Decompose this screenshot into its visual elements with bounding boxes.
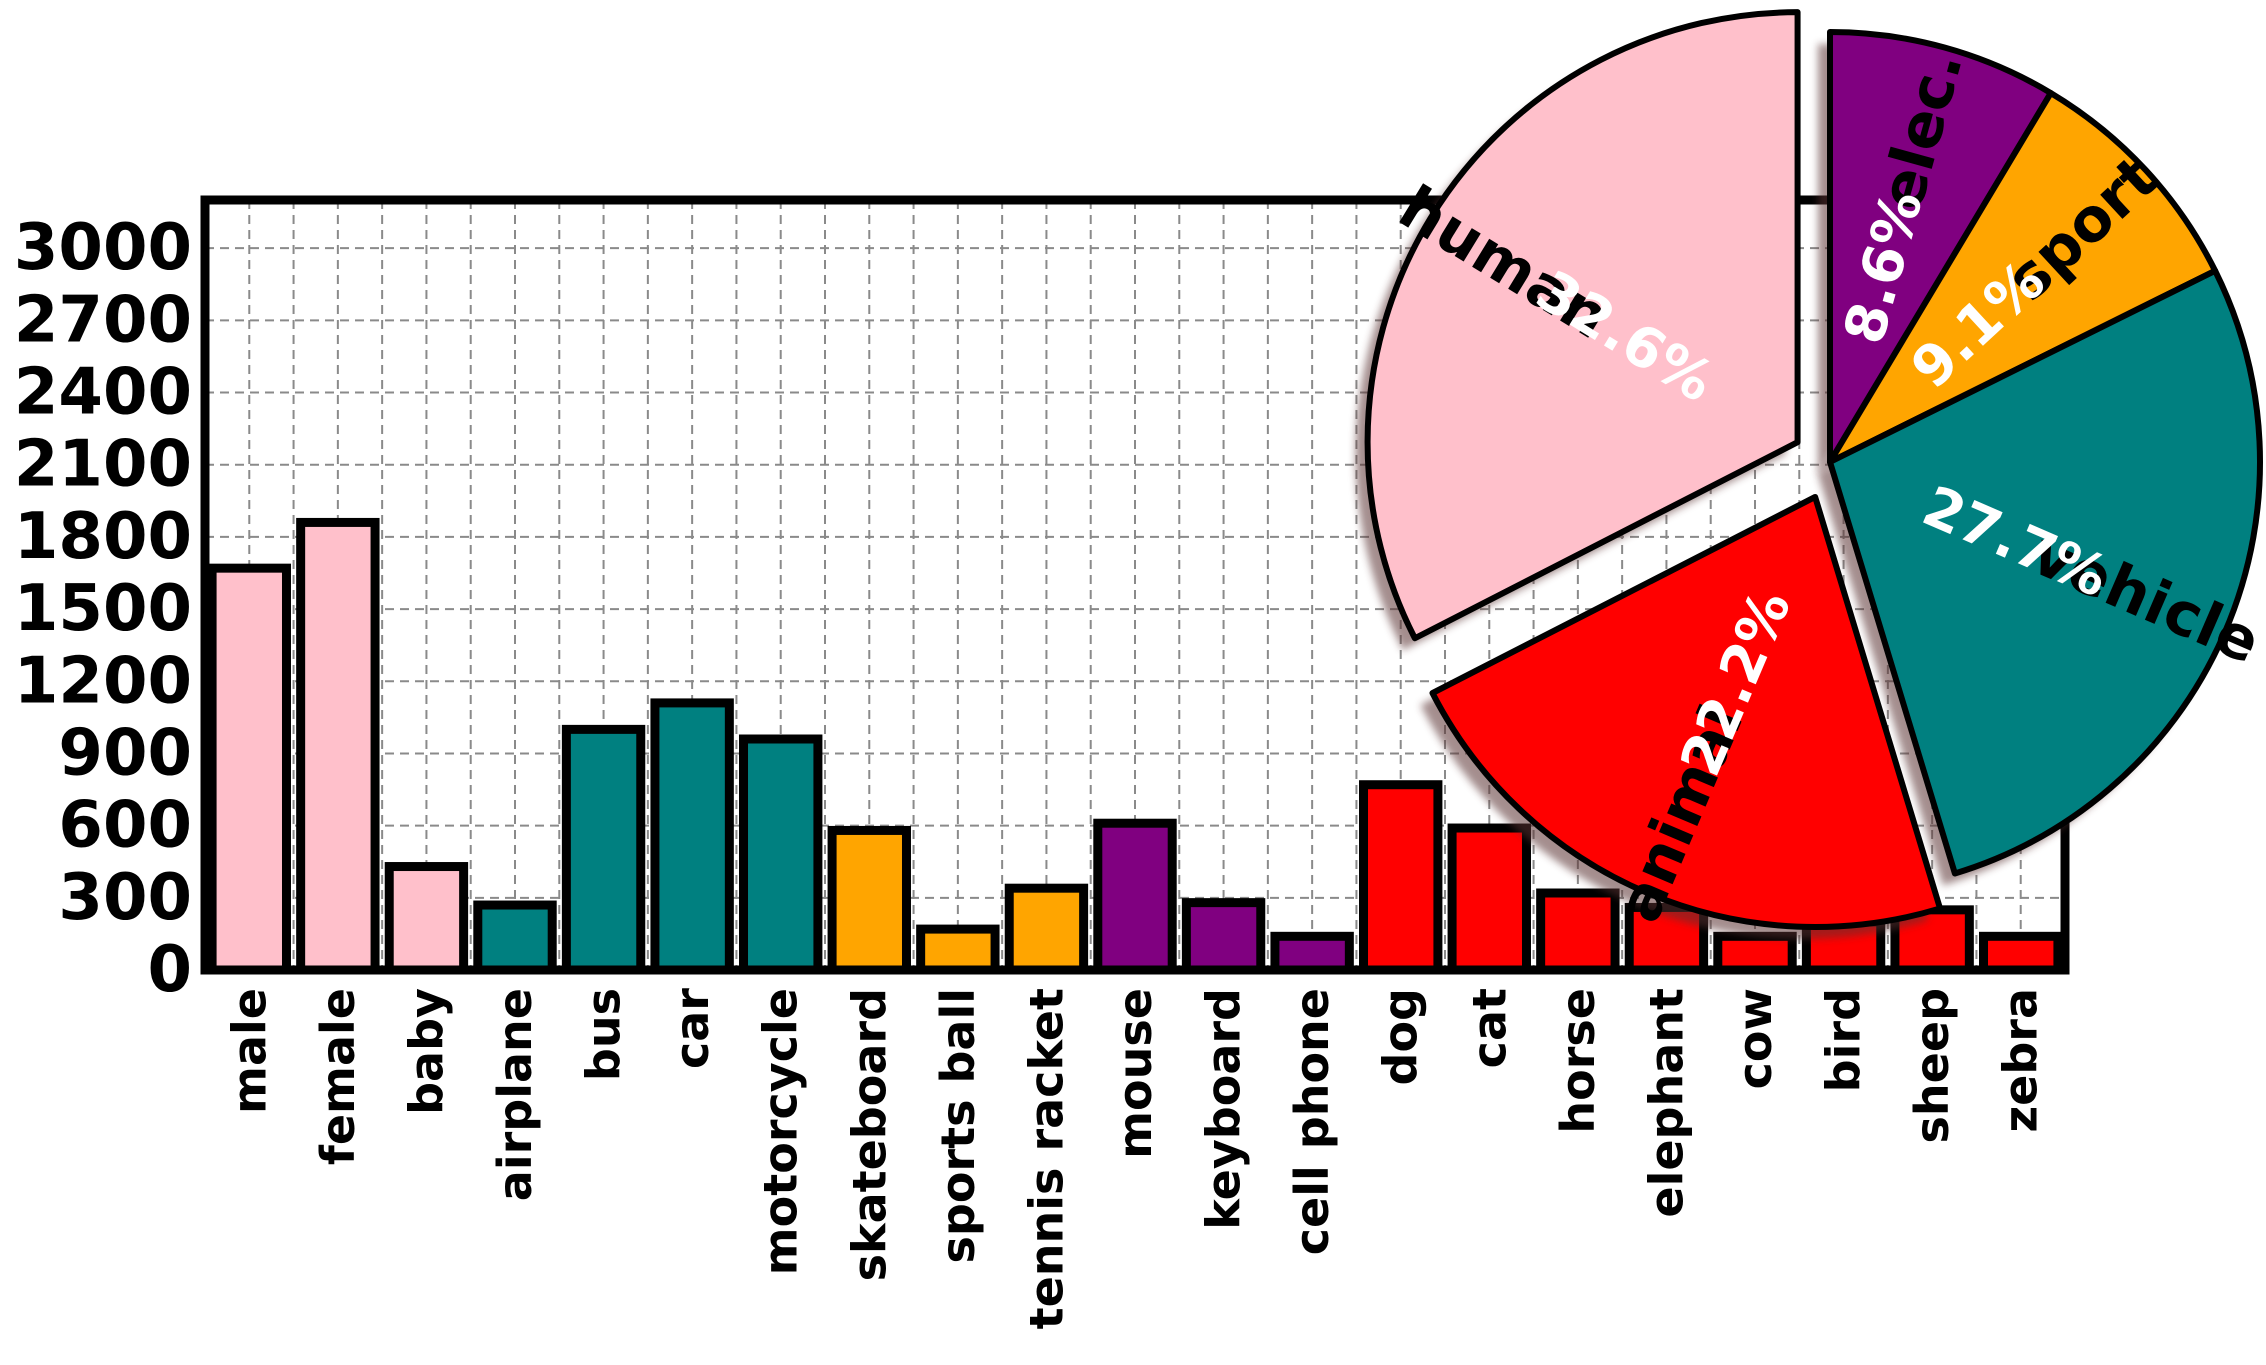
bar-cow <box>1713 931 1797 975</box>
x-tick-label: cat <box>1462 988 1516 1068</box>
x-tick-label: motorcycle <box>754 988 808 1275</box>
bar-baby <box>384 862 469 975</box>
x-tick-label: male <box>222 988 276 1114</box>
bar-dog <box>1359 780 1443 975</box>
x-tick-label: keyboard <box>1197 988 1251 1230</box>
x-tick-label: skateboard <box>842 988 896 1281</box>
bar-female <box>296 517 380 975</box>
x-tick-label: bus <box>577 988 631 1081</box>
bar-sports-ball <box>916 924 1000 975</box>
pie-chart: elec.8.6% sport9.1%vehicle27.7%animal22.2… <box>1355 9 2266 939</box>
bar-bus <box>561 724 646 975</box>
pie-slice-elec <box>1827 29 2054 465</box>
pie-slices <box>1364 9 2263 930</box>
x-tick-label: female <box>311 988 365 1165</box>
y-tick-label: 1200 <box>14 644 192 718</box>
x-tick-label: zebra <box>1994 988 2048 1133</box>
y-tick-label: 0 <box>147 933 192 1007</box>
x-tick-label: dog <box>1374 988 1428 1085</box>
bar-car <box>650 698 734 975</box>
bar-tennis-racket <box>1004 883 1089 975</box>
y-tick-label: 300 <box>58 861 192 935</box>
y-tick-label: 600 <box>58 789 192 863</box>
bar-horse <box>1536 888 1620 975</box>
y-tick-label: 3000 <box>14 211 192 285</box>
y-tick-label: 1800 <box>14 500 192 574</box>
y-tick-label: 1500 <box>14 572 192 646</box>
x-tick-label: tennis racket <box>1019 988 1073 1329</box>
x-tick-label: bird <box>1817 988 1871 1092</box>
y-tick-label: 2700 <box>14 283 192 357</box>
pie-slice-human <box>1364 9 1801 642</box>
bars <box>207 517 2063 975</box>
bar-zebra <box>1979 931 2063 975</box>
x-tick-label: mouse <box>1108 988 1162 1159</box>
bar-motorcycle <box>739 734 823 975</box>
bar-mouse <box>1093 818 1177 975</box>
x-tick-label: cow <box>1728 988 1782 1089</box>
bar-keyboard <box>1181 898 1266 975</box>
pie-slice-vehicle <box>1827 267 2263 877</box>
x-tick-label: airplane <box>488 988 542 1201</box>
bar-skateboard <box>827 825 911 975</box>
x-tick-label: horse <box>1551 988 1605 1134</box>
x-tick-label: car <box>665 988 719 1069</box>
pie-slice-animal <box>1429 493 1944 930</box>
pie-slice-sport <box>1827 90 2219 465</box>
x-axis-labels: male female baby airplane bus car motorcycle sk… <box>222 988 2047 1330</box>
bar-male <box>207 563 291 975</box>
bar-airplane <box>473 900 557 975</box>
x-tick-label: elephant <box>1639 988 1693 1218</box>
bar-cell-phone <box>1270 931 1354 975</box>
y-tick-label: 2100 <box>14 428 192 502</box>
x-tick-label: cell phone <box>1285 988 1339 1255</box>
y-tick-label: 2400 <box>14 356 192 430</box>
x-tick-label: sports ball <box>931 988 985 1263</box>
y-tick-label: 900 <box>58 716 192 790</box>
bar-cat <box>1447 823 1531 975</box>
x-tick-label: sheep <box>1905 988 1959 1143</box>
x-tick-label: baby <box>399 988 453 1115</box>
